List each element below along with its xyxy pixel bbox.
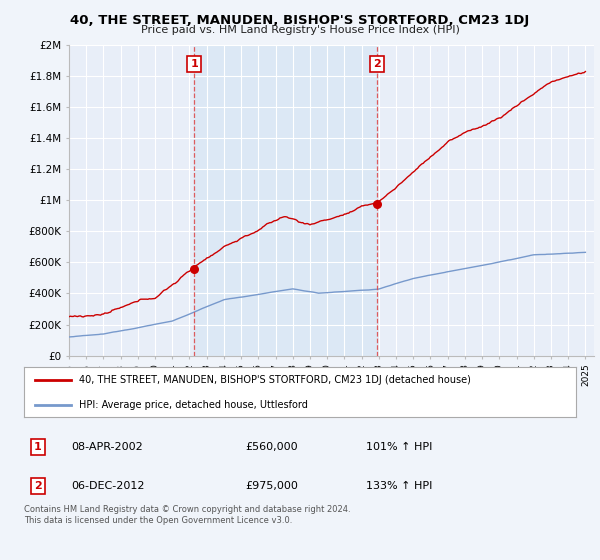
Text: 40, THE STREET, MANUDEN, BISHOP'S STORTFORD, CM23 1DJ (detached house): 40, THE STREET, MANUDEN, BISHOP'S STORTF… bbox=[79, 375, 471, 385]
Text: £975,000: £975,000 bbox=[245, 481, 298, 491]
Text: HPI: Average price, detached house, Uttlesford: HPI: Average price, detached house, Uttl… bbox=[79, 400, 308, 409]
Text: Price paid vs. HM Land Registry's House Price Index (HPI): Price paid vs. HM Land Registry's House … bbox=[140, 25, 460, 35]
Point bbox=[190, 264, 199, 273]
Text: £560,000: £560,000 bbox=[245, 442, 298, 452]
Text: 40, THE STREET, MANUDEN, BISHOP'S STORTFORD, CM23 1DJ: 40, THE STREET, MANUDEN, BISHOP'S STORTF… bbox=[70, 14, 530, 27]
Text: 2: 2 bbox=[34, 481, 41, 491]
Text: 06-DEC-2012: 06-DEC-2012 bbox=[71, 481, 145, 491]
Point bbox=[373, 199, 382, 208]
Bar bbox=[194, 45, 377, 356]
Text: 2: 2 bbox=[374, 59, 382, 69]
Text: 1: 1 bbox=[190, 59, 198, 69]
Text: Contains HM Land Registry data © Crown copyright and database right 2024.
This d: Contains HM Land Registry data © Crown c… bbox=[24, 505, 350, 525]
Text: 08-APR-2002: 08-APR-2002 bbox=[71, 442, 143, 452]
Text: 133% ↑ HPI: 133% ↑ HPI bbox=[366, 481, 433, 491]
Text: 101% ↑ HPI: 101% ↑ HPI bbox=[366, 442, 433, 452]
Text: 1: 1 bbox=[34, 442, 41, 452]
